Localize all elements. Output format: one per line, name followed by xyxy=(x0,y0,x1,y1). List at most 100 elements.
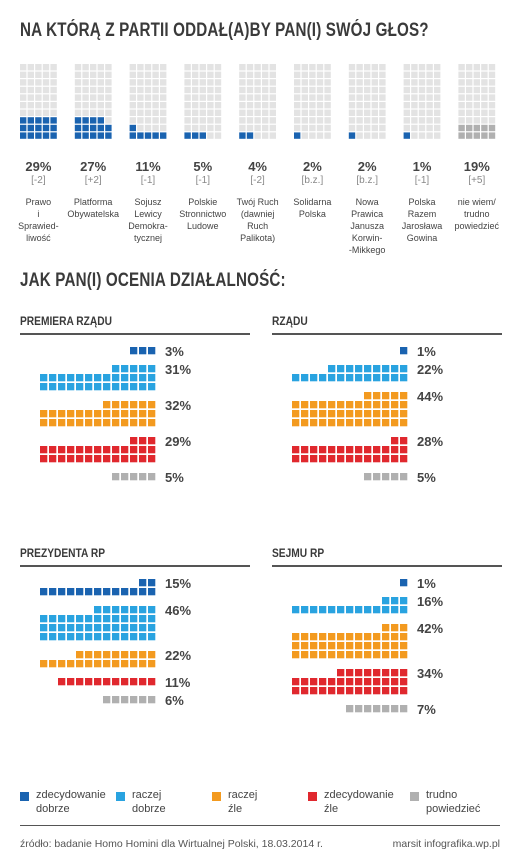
empty-cell xyxy=(160,79,167,86)
empty-cell xyxy=(137,102,144,109)
empty-cell xyxy=(254,117,261,124)
empty-cell xyxy=(42,79,50,86)
empty-cell xyxy=(403,117,410,124)
panel-rule xyxy=(20,333,250,335)
party-change: [+2] xyxy=(84,175,102,186)
party-bar-cell xyxy=(473,132,480,139)
empty-cell xyxy=(160,71,167,78)
empty-cell xyxy=(20,86,27,94)
empty-cell xyxy=(129,64,136,71)
empty-cell xyxy=(246,102,254,109)
empty-cell xyxy=(371,102,378,109)
empty-cell xyxy=(184,64,191,71)
party-name-line: Sprawied- xyxy=(18,221,59,231)
empty-cell xyxy=(82,86,89,94)
empty-cell xyxy=(144,109,152,116)
panel-rule xyxy=(20,565,250,567)
empty-cell xyxy=(403,79,410,86)
empty-cell xyxy=(301,71,308,78)
empty-cell xyxy=(192,102,199,109)
empty-cell xyxy=(379,117,386,124)
empty-cell xyxy=(403,124,410,132)
empty-cell xyxy=(129,79,136,86)
empty-cell xyxy=(184,109,191,116)
empty-cell xyxy=(403,94,410,101)
empty-cell xyxy=(294,124,301,132)
empty-cell xyxy=(488,64,496,71)
empty-cell xyxy=(207,102,214,109)
empty-cell xyxy=(214,117,222,124)
party-change: [-1] xyxy=(195,175,211,186)
empty-cell xyxy=(324,94,331,101)
empty-cell xyxy=(356,132,363,139)
party-bar-cell xyxy=(35,124,42,132)
empty-cell xyxy=(246,86,254,94)
rating-percent: 29% xyxy=(165,434,192,449)
empty-cell xyxy=(316,94,324,101)
empty-cell xyxy=(129,86,136,94)
empty-cell xyxy=(42,94,50,101)
party-name-line: Prawica xyxy=(351,209,384,219)
rating-percent: 6% xyxy=(165,693,184,708)
party-bar-cell xyxy=(466,124,473,132)
empty-cell xyxy=(379,94,386,101)
legend-label-line: zdecydowanie xyxy=(36,789,106,801)
empty-cell xyxy=(379,109,386,116)
empty-cell xyxy=(488,71,496,78)
empty-cell xyxy=(356,124,363,132)
empty-cell xyxy=(434,109,441,116)
empty-cell xyxy=(129,71,136,78)
empty-cell xyxy=(199,124,206,132)
party-bar-cell xyxy=(27,117,34,124)
empty-cell xyxy=(473,109,480,116)
empty-cell xyxy=(74,64,82,71)
empty-cell xyxy=(411,64,418,71)
empty-cell xyxy=(324,109,331,116)
empty-cell xyxy=(50,102,57,109)
party-bar-cell xyxy=(50,124,57,132)
empty-cell xyxy=(466,117,473,124)
empty-cell xyxy=(239,71,246,78)
empty-cell xyxy=(246,109,254,116)
empty-cell xyxy=(316,132,324,139)
empty-cell xyxy=(411,71,418,78)
empty-cell xyxy=(239,102,246,109)
empty-cell xyxy=(184,117,191,124)
empty-cell xyxy=(254,71,261,78)
rating-percent: 42% xyxy=(417,621,444,636)
empty-cell xyxy=(199,94,206,101)
party-change: [+5] xyxy=(468,175,486,186)
panel-title: SEJMU RP xyxy=(272,546,325,560)
empty-cell xyxy=(246,124,254,132)
empty-cell xyxy=(316,102,324,109)
empty-cell xyxy=(458,117,465,124)
empty-cell xyxy=(309,102,316,109)
empty-cell xyxy=(418,94,426,101)
empty-cell xyxy=(184,86,191,94)
empty-cell xyxy=(74,71,82,78)
empty-cell xyxy=(301,124,308,132)
empty-cell xyxy=(239,64,246,71)
party-bar-cell xyxy=(466,132,473,139)
empty-cell xyxy=(371,79,378,86)
empty-cell xyxy=(294,64,301,71)
rating-percent: 44% xyxy=(417,389,444,404)
rating-percent: 3% xyxy=(165,344,184,359)
empty-cell xyxy=(426,71,433,78)
legend-label-line: zdecydowanie xyxy=(324,789,394,801)
rating-percent: 16% xyxy=(417,594,444,609)
empty-cell xyxy=(269,109,276,116)
empty-cell xyxy=(411,94,418,101)
source-note: źródło: badanie Homo Homini dla Wirtualn… xyxy=(20,838,323,850)
empty-cell xyxy=(192,94,199,101)
panel-title: PREMIERA RZĄDU xyxy=(20,314,112,328)
empty-cell xyxy=(262,109,269,116)
empty-cell xyxy=(207,117,214,124)
party-name-line: (dawniej xyxy=(240,209,275,219)
empty-cell xyxy=(294,86,301,94)
empty-cell xyxy=(239,124,246,132)
empty-cell xyxy=(199,117,206,124)
empty-cell xyxy=(239,94,246,101)
empty-cell xyxy=(426,94,433,101)
